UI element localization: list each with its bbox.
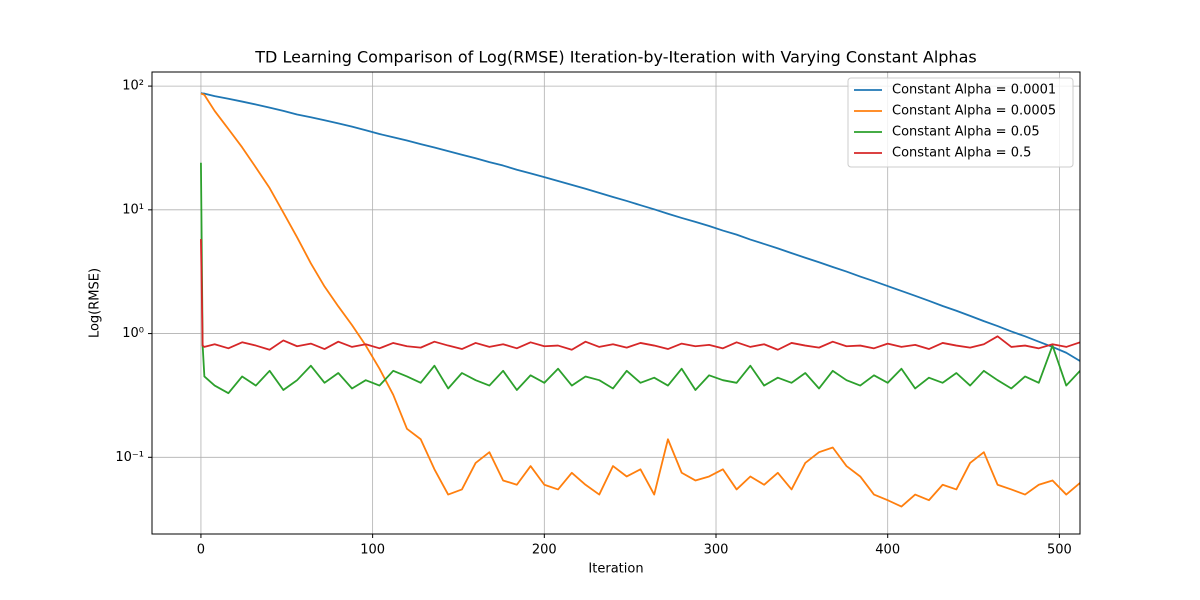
x-tick-label: 400 [875,543,900,558]
legend-label: Constant Alpha = 0.5 [892,146,1031,161]
y-tick-label: 10¹ [122,202,144,217]
legend-label: Constant Alpha = 0.0001 [892,83,1056,98]
series-line [200,92,1080,508]
x-tick-label: 200 [532,543,557,558]
plot-frame [151,71,1081,535]
plot-area [200,92,1080,508]
x-tick-label: 500 [1047,543,1072,558]
x-axis-label: Iteration [588,562,643,577]
series-line [200,239,1080,351]
x-tick-label: 0 [197,543,205,558]
legend-label: Constant Alpha = 0.0005 [892,104,1056,119]
legend-label: Constant Alpha = 0.05 [892,125,1040,140]
y-tick-label: 10⁻¹ [115,450,144,465]
y-tick-label: 10² [122,79,144,94]
y-axis-label: Log(RMSE) [88,268,103,338]
series-line [200,92,1080,362]
series-line [200,162,1080,395]
legend-box [847,77,1074,168]
x-tick-label: 300 [704,543,729,558]
x-tick-label: 100 [360,543,385,558]
y-tick-label: 10⁰ [122,326,144,341]
chart-title: TD Learning Comparison of Log(RMSE) Iter… [254,48,976,67]
